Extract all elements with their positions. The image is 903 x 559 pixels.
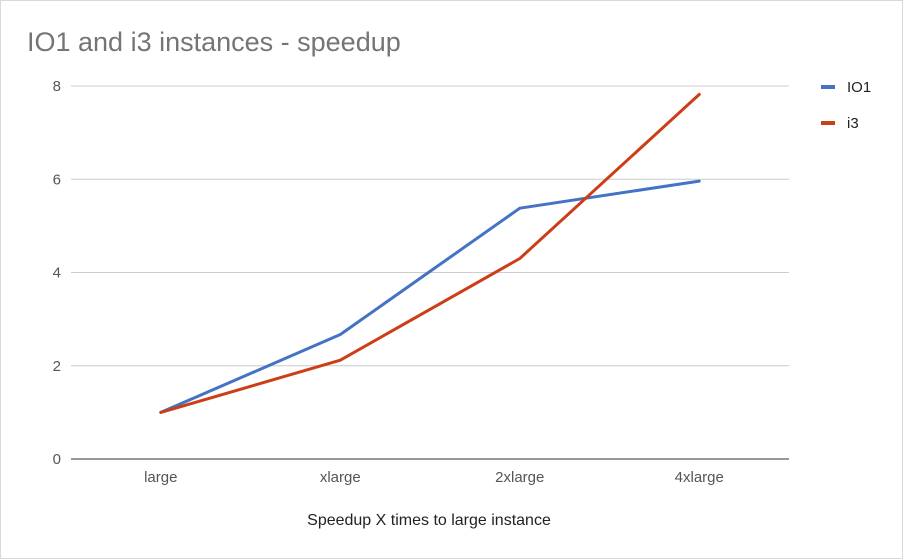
x-tick-label-4xlarge: 4xlarge [675, 469, 724, 486]
y-tick-label-0: 0 [53, 451, 61, 468]
x-tick-label-large: large [144, 469, 177, 486]
x-axis-title: Speedup X times to large instance [307, 512, 551, 529]
x-tick-label-2xlarge: 2xlarge [495, 469, 544, 486]
legend: IO1 i3 [821, 76, 871, 148]
legend-label-io1: IO1 [847, 78, 872, 96]
legend-entry-i3: i3 [821, 112, 871, 134]
legend-swatch-io1 [821, 85, 835, 89]
y-tick-label-8: 8 [53, 78, 61, 95]
legend-label-i3: i3 [847, 114, 859, 132]
y-tick-label-4: 4 [53, 265, 61, 282]
series-line-io1 [159, 179, 701, 414]
series-line-i3 [159, 92, 701, 414]
legend-swatch-i3 [821, 121, 835, 125]
y-tick-label-6: 6 [53, 171, 61, 188]
x-tick-label-xlarge: xlarge [320, 469, 361, 486]
legend-entry-io1: IO1 [821, 76, 871, 98]
y-tick-label-2: 2 [53, 358, 61, 375]
chart-title: IO1 and i3 instances - speedup [27, 27, 401, 57]
